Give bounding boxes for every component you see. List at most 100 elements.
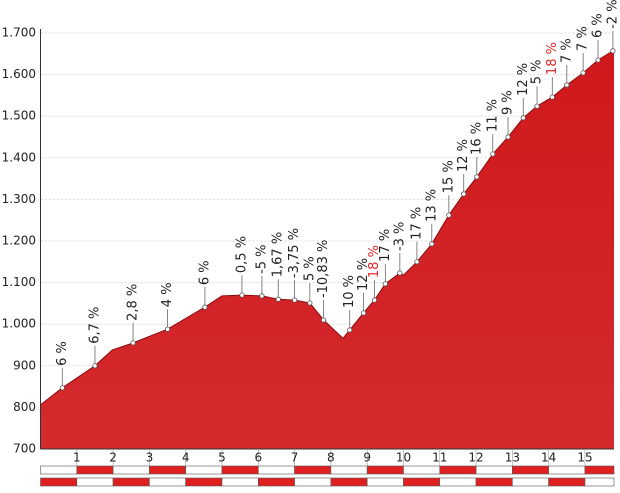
grade-label: 6 %	[197, 260, 212, 285]
km-strip	[330, 465, 368, 475]
grade-label: 4 %	[160, 282, 175, 307]
grade-label: -5 %	[254, 244, 269, 273]
km-strip	[185, 477, 223, 487]
x-tick-label: 1	[73, 451, 81, 465]
marker	[397, 270, 403, 276]
grade-label: 12 %	[356, 258, 371, 291]
grade-label: -10,83 %	[316, 240, 331, 298]
marker	[239, 292, 245, 298]
marker	[414, 259, 420, 265]
km-strip	[257, 465, 295, 475]
y-tick-label: 1.200	[2, 234, 36, 248]
km-strip	[403, 465, 441, 475]
grade-label: -2 %	[605, 0, 620, 29]
km-strip	[112, 465, 150, 475]
marker	[59, 385, 65, 391]
grade-label: 5 %	[530, 59, 545, 84]
grade-label: 16 %	[469, 122, 484, 155]
marker	[360, 310, 367, 316]
x-tick-label: 13	[505, 451, 520, 465]
km-strip	[112, 477, 150, 487]
marker	[490, 151, 496, 157]
km-strip	[40, 477, 78, 487]
marker	[291, 297, 298, 303]
y-tick-label: 800	[13, 400, 36, 414]
km-strip	[149, 477, 186, 487]
km-strip	[294, 477, 332, 487]
grade-label: 12 %	[516, 63, 531, 96]
km-strip	[512, 465, 549, 475]
x-tick-label: 2	[109, 451, 117, 465]
y-tick-label: 1.000	[2, 317, 36, 331]
grade-label: 13 %	[424, 189, 439, 222]
km-strip	[512, 477, 549, 487]
grade-label: 18 %	[367, 245, 382, 278]
km-strip	[185, 465, 223, 475]
marker	[564, 82, 570, 88]
grade-label: 15 %	[441, 160, 456, 193]
grade-label: -3 %	[392, 222, 407, 251]
marker	[505, 134, 511, 140]
km-strip	[330, 477, 368, 487]
km-strip	[257, 477, 295, 487]
grade-label: 0,5 %	[234, 236, 249, 273]
grade-label: 11 %	[485, 99, 500, 132]
grade-label: 5 %	[302, 256, 317, 281]
km-strip	[548, 477, 586, 487]
km-strip	[475, 465, 513, 475]
y-tick-label: 1.500	[2, 109, 36, 123]
marker	[534, 103, 540, 109]
km-strip	[149, 465, 186, 475]
marker	[595, 57, 601, 63]
km-strip	[40, 465, 78, 475]
y-tick-label: 1.700	[2, 26, 36, 40]
elevation-line	[40, 49, 615, 406]
grade-label: 12 %	[456, 139, 471, 172]
y-tick-label: 1.300	[2, 192, 36, 206]
grade-label: -3,75 %	[287, 228, 302, 278]
y-tick-label: 1.600	[2, 67, 36, 81]
marker	[92, 363, 98, 369]
km-strip	[439, 477, 477, 487]
y-tick-label: 1.100	[2, 275, 36, 289]
x-tick-label: 6	[254, 451, 262, 465]
grade-label: 10 %	[342, 275, 357, 308]
y-tick-label: 900	[13, 358, 36, 372]
marker	[610, 48, 616, 54]
km-strip	[475, 477, 513, 487]
grade-label: 6 %	[591, 13, 606, 38]
marker	[474, 174, 480, 180]
grade-label: 18 %	[545, 42, 560, 75]
km-strip	[584, 477, 615, 487]
x-tick-label: 14	[541, 451, 556, 465]
x-tick-label: 9	[363, 451, 371, 465]
grade-label: 9 %	[501, 90, 516, 115]
x-tick-label: 8	[327, 451, 335, 465]
marker	[371, 297, 378, 303]
marker	[202, 304, 208, 310]
km-strip	[76, 465, 114, 475]
grade-label: 2,8 %	[126, 284, 141, 321]
marker	[446, 212, 452, 218]
x-tick-label: 10	[396, 451, 411, 465]
km-strip	[221, 477, 259, 487]
marker	[347, 327, 353, 333]
marker	[259, 293, 265, 299]
x-tick-label: 7	[291, 451, 299, 465]
km-strip	[403, 477, 441, 487]
x-tick-label: 15	[577, 451, 592, 465]
y-tick-label: 700	[13, 442, 36, 456]
marker	[307, 300, 313, 306]
marker	[429, 241, 435, 247]
marker	[580, 70, 586, 76]
km-strip	[366, 477, 404, 487]
km-strip	[221, 465, 259, 475]
marker	[549, 94, 555, 100]
y-tick-label: 1.400	[2, 150, 36, 164]
grade-label: 1,67 %	[271, 232, 286, 277]
marker	[275, 296, 281, 302]
km-strip	[294, 465, 332, 475]
x-tick-label: 3	[146, 451, 154, 465]
marker	[520, 115, 526, 121]
